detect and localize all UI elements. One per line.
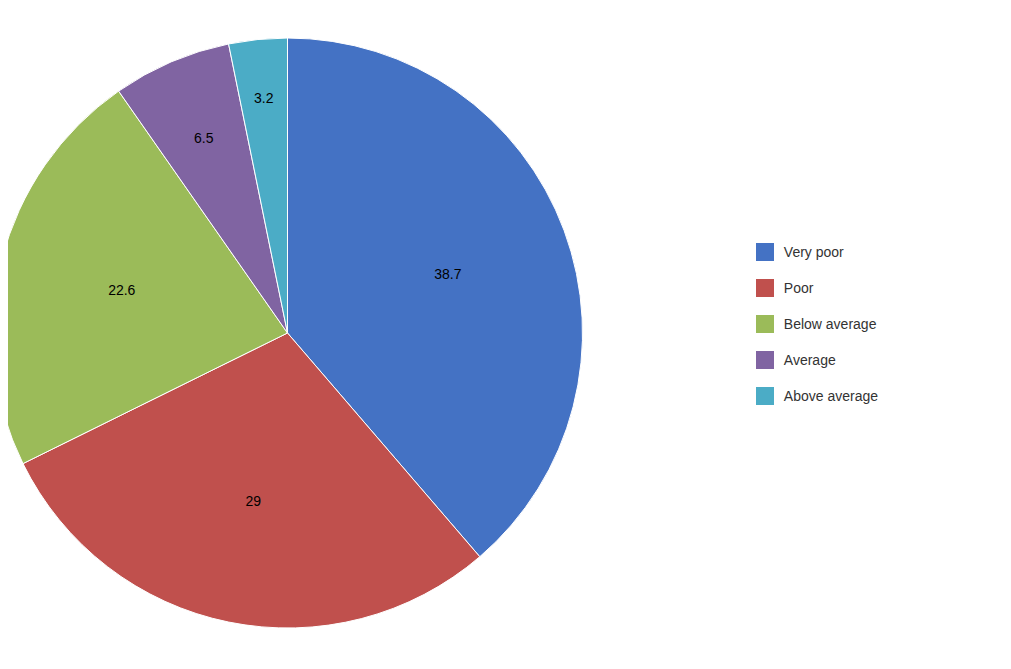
svg-text:22.6: 22.6 bbox=[108, 282, 135, 298]
html-text:Above average: Above average bbox=[783, 388, 878, 404]
svg-text:6.5: 6.5 bbox=[194, 130, 214, 146]
svg-text:29: 29 bbox=[246, 493, 262, 509]
html-text:Very poor: Very poor bbox=[783, 244, 844, 260]
html-text:Below average: Below average bbox=[783, 316, 877, 332]
svg-text:3.2: 3.2 bbox=[254, 90, 274, 106]
svg-text:38.7: 38.7 bbox=[434, 266, 461, 282]
html-text:Average: Average bbox=[783, 352, 836, 368]
html-text:Poor: Poor bbox=[783, 280, 814, 296]
